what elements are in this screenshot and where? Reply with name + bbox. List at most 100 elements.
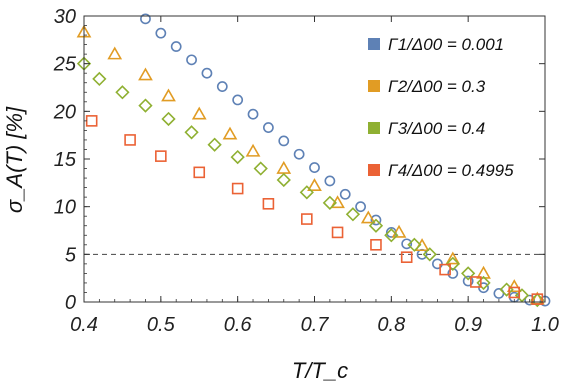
x-tick-label: 1.0 bbox=[531, 314, 559, 336]
data-point bbox=[140, 13, 151, 25]
series-4 bbox=[85, 115, 544, 305]
y-tick-label: 0 bbox=[65, 292, 76, 314]
legend: Γ1/Δ00 = 0.001 Γ2/Δ00 = 0.3 Γ3/Δ00 = 0.4 Γ4… bbox=[368, 35, 514, 180]
data-point bbox=[324, 175, 336, 187]
data-point bbox=[186, 54, 197, 66]
data-point bbox=[155, 27, 167, 39]
y-axis-title: σ_A(T) [%] bbox=[2, 106, 27, 213]
legend-swatch bbox=[368, 38, 380, 50]
data-point bbox=[531, 293, 544, 305]
axes: 0.4 0.5 0.6 0.7 0.8 0.9 1.0 0 5 10 15 20 25 30 bbox=[53, 6, 559, 336]
y-tick-label: 25 bbox=[53, 54, 77, 76]
data-point bbox=[439, 263, 451, 276]
data-point bbox=[247, 108, 259, 120]
data-point bbox=[245, 143, 261, 157]
data-point bbox=[161, 111, 176, 127]
data-marks bbox=[76, 13, 551, 308]
x-tick-label: 0.6 bbox=[224, 314, 253, 336]
data-point bbox=[355, 201, 366, 213]
data-point bbox=[207, 137, 222, 152]
data-point bbox=[391, 224, 407, 238]
data-point bbox=[339, 188, 351, 200]
data-point bbox=[309, 162, 320, 173]
data-point bbox=[384, 228, 399, 243]
data-point bbox=[201, 67, 213, 79]
data-point bbox=[401, 238, 413, 250]
legend-label: Γ3/Δ00 = 0.4 bbox=[388, 119, 485, 138]
data-point bbox=[253, 161, 268, 176]
data-point bbox=[276, 160, 292, 174]
data-point bbox=[170, 41, 182, 52]
data-point bbox=[370, 239, 382, 251]
x-axis-title: T/T_c bbox=[292, 358, 348, 383]
data-point bbox=[445, 251, 461, 265]
y-tick-label: 15 bbox=[54, 149, 77, 171]
data-point bbox=[530, 292, 545, 308]
y-tick-label: 5 bbox=[65, 244, 77, 266]
data-point bbox=[193, 166, 206, 179]
data-point bbox=[161, 88, 176, 102]
data-point bbox=[155, 150, 167, 162]
data-point bbox=[230, 149, 245, 165]
data-point bbox=[462, 275, 474, 287]
y-axis-title-group: σ_A(T) [%] bbox=[2, 106, 27, 213]
data-point bbox=[262, 198, 275, 210]
data-point bbox=[370, 214, 382, 226]
data-point bbox=[322, 195, 337, 210]
legend-swatch bbox=[368, 80, 380, 92]
data-point bbox=[299, 185, 314, 200]
data-point bbox=[445, 256, 460, 271]
data-point bbox=[400, 251, 413, 263]
data-point bbox=[514, 288, 530, 303]
data-point bbox=[476, 275, 491, 291]
legend-label: Γ4/Δ00 = 0.4995 bbox=[388, 161, 514, 180]
data-point bbox=[222, 126, 238, 140]
data-point bbox=[422, 247, 437, 262]
x-tick-label: 0.9 bbox=[454, 314, 482, 336]
legend-item: Γ1/Δ00 = 0.001 bbox=[368, 35, 504, 54]
y-tick-label: 30 bbox=[54, 6, 76, 28]
y-tick-label: 20 bbox=[53, 101, 76, 123]
data-point bbox=[262, 122, 274, 133]
series-2 bbox=[76, 24, 545, 305]
data-point bbox=[470, 276, 482, 288]
legend-item: Γ4/Δ00 = 0.4995 bbox=[368, 161, 514, 180]
legend-label: Γ2/Δ00 = 0.3 bbox=[388, 77, 486, 96]
data-point bbox=[368, 218, 384, 233]
data-point bbox=[278, 135, 290, 147]
legend-item: Γ3/Δ00 = 0.4 bbox=[368, 119, 485, 138]
plot-frame bbox=[83, 15, 546, 303]
data-point bbox=[216, 81, 228, 92]
data-point bbox=[232, 94, 244, 106]
data-point bbox=[508, 286, 521, 299]
data-point bbox=[307, 178, 322, 191]
data-point bbox=[301, 213, 313, 225]
data-point bbox=[345, 207, 361, 222]
data-point bbox=[461, 266, 476, 281]
legend-swatch bbox=[368, 122, 380, 134]
legend-label: Γ1/Δ00 = 0.001 bbox=[388, 35, 504, 54]
x-tick-label: 0.8 bbox=[377, 314, 405, 336]
data-point bbox=[107, 46, 123, 60]
data-point bbox=[124, 134, 136, 146]
x-tick-label: 0.5 bbox=[147, 314, 176, 336]
data-point bbox=[138, 98, 153, 113]
x-tick-label: 0.4 bbox=[70, 314, 98, 336]
data-point bbox=[138, 67, 153, 81]
legend-swatch bbox=[368, 164, 380, 176]
data-point bbox=[276, 172, 291, 188]
data-point bbox=[293, 148, 305, 160]
legend-item: Γ2/Δ00 = 0.3 bbox=[368, 77, 486, 96]
data-point bbox=[506, 279, 522, 293]
y-tick-label: 10 bbox=[54, 197, 76, 219]
x-tick-label: 0.7 bbox=[301, 314, 330, 336]
data-point bbox=[331, 226, 344, 239]
data-point bbox=[115, 85, 130, 100]
data-point bbox=[407, 237, 422, 252]
data-point bbox=[360, 210, 376, 224]
data-point bbox=[191, 106, 207, 120]
series-1 bbox=[140, 13, 551, 307]
data-point bbox=[85, 115, 98, 127]
data-point bbox=[231, 182, 244, 195]
